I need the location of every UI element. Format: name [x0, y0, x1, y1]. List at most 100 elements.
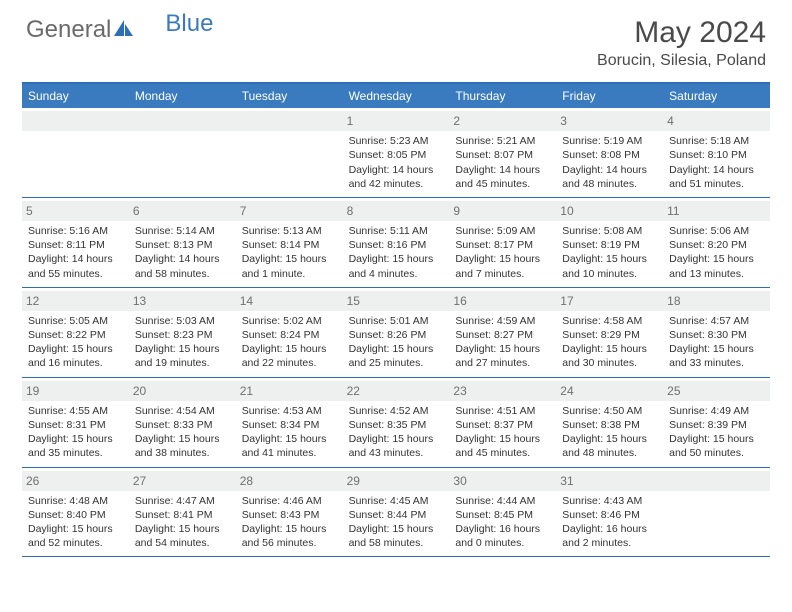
day-number: 10 [556, 201, 663, 221]
week-row: 19 Sunrise: 4:55 AMSunset: 8:31 PMDayligh… [22, 378, 770, 468]
dow-cell: Tuesday [236, 84, 343, 108]
day-info: Sunrise: 5:09 AMSunset: 8:17 PMDaylight:… [455, 224, 550, 281]
day-info: Sunrise: 5:16 AMSunset: 8:11 PMDaylight:… [28, 224, 123, 281]
day-number: 6 [129, 201, 236, 221]
day-number: 17 [556, 291, 663, 311]
dow-header-row: SundayMondayTuesdayWednesdayThursdayFrid… [22, 84, 770, 108]
day-number: 27 [129, 471, 236, 491]
day-number: 2 [449, 111, 556, 131]
day-info: Sunrise: 5:06 AMSunset: 8:20 PMDaylight:… [669, 224, 764, 281]
day-number: 24 [556, 381, 663, 401]
day-number: 19 [22, 381, 129, 401]
day-info: Sunrise: 5:13 AMSunset: 8:14 PMDaylight:… [242, 224, 337, 281]
day-info: Sunrise: 5:05 AMSunset: 8:22 PMDaylight:… [28, 314, 123, 371]
day-info: Sunrise: 4:44 AMSunset: 8:45 PMDaylight:… [455, 494, 550, 551]
day-cell: 22Sunrise: 4:52 AMSunset: 8:35 PMDayligh… [343, 378, 450, 467]
day-number: 28 [236, 471, 343, 491]
day-info: Sunrise: 5:19 AMSunset: 8:08 PMDaylight:… [562, 134, 657, 191]
logo: General Blue [26, 16, 213, 44]
day-cell: 25 Sunrise: 4:49 AMSunset: 8:39 PMDayligh… [663, 378, 770, 467]
day-number: 29 [343, 471, 450, 491]
dow-cell: Friday [556, 84, 663, 108]
month-title: May 2024 [597, 16, 766, 50]
day-number: 1 [343, 111, 450, 131]
day-info: Sunrise: 4:46 AMSunset: 8:43 PMDaylight:… [242, 494, 337, 551]
day-cell: 7Sunrise: 5:13 AMSunset: 8:14 PMDaylight… [236, 198, 343, 287]
day-number: 30 [449, 471, 556, 491]
logo-text-general: General [26, 16, 111, 44]
day-cell [663, 468, 770, 557]
day-number: 18 [663, 291, 770, 311]
day-info: Sunrise: 5:21 AMSunset: 8:07 PMDaylight:… [455, 134, 550, 191]
day-number: 26 [22, 471, 129, 491]
dow-cell: Sunday [22, 84, 129, 108]
header: General Blue May 2024 Borucin, Silesia, … [0, 0, 792, 76]
day-number: 9 [449, 201, 556, 221]
day-cell [236, 108, 343, 197]
day-cell: 24Sunrise: 4:50 AMSunset: 8:38 PMDayligh… [556, 378, 663, 467]
day-info: Sunrise: 5:08 AMSunset: 8:19 PMDaylight:… [562, 224, 657, 281]
day-info: Sunrise: 4:43 AMSunset: 8:46 PMDaylight:… [562, 494, 657, 551]
day-cell: 9 Sunrise: 5:09 AMSunset: 8:17 PMDaylight… [449, 198, 556, 287]
location-text: Borucin, Silesia, Poland [597, 52, 766, 70]
day-number: 16 [449, 291, 556, 311]
day-cell: 5 Sunrise: 5:16 AMSunset: 8:11 PMDaylight… [22, 198, 129, 287]
week-row: 12Sunrise: 5:05 AMSunset: 8:22 PMDayligh… [22, 288, 770, 378]
day-cell: 13Sunrise: 5:03 AMSunset: 8:23 PMDayligh… [129, 288, 236, 377]
day-cell: 31 Sunrise: 4:43 AMSunset: 8:46 PMDayligh… [556, 468, 663, 557]
day-number [663, 471, 770, 491]
day-cell: 12Sunrise: 5:05 AMSunset: 8:22 PMDayligh… [22, 288, 129, 377]
day-cell: 2 Sunrise: 5:21 AMSunset: 8:07 PMDaylight… [449, 108, 556, 197]
day-cell: 23 Sunrise: 4:51 AMSunset: 8:37 PMDayligh… [449, 378, 556, 467]
day-number: 4 [663, 111, 770, 131]
day-number [236, 111, 343, 131]
day-number [22, 111, 129, 131]
day-cell: 26Sunrise: 4:48 AMSunset: 8:40 PMDayligh… [22, 468, 129, 557]
dow-cell: Thursday [449, 84, 556, 108]
day-info: Sunrise: 4:55 AMSunset: 8:31 PMDaylight:… [28, 404, 123, 461]
day-info: Sunrise: 4:59 AMSunset: 8:27 PMDaylight:… [455, 314, 550, 371]
day-info: Sunrise: 4:54 AMSunset: 8:33 PMDaylight:… [135, 404, 230, 461]
day-number: 22 [343, 381, 450, 401]
day-cell: 16 Sunrise: 4:59 AMSunset: 8:27 PMDayligh… [449, 288, 556, 377]
dow-cell: Monday [129, 84, 236, 108]
day-number: 25 [663, 381, 770, 401]
day-cell: 15 Sunrise: 5:01 AMSunset: 8:26 PMDayligh… [343, 288, 450, 377]
day-number: 15 [343, 291, 450, 311]
day-info: Sunrise: 5:18 AMSunset: 8:10 PMDaylight:… [669, 134, 764, 191]
day-cell: 18 Sunrise: 4:57 AMSunset: 8:30 PMDayligh… [663, 288, 770, 377]
title-block: May 2024 Borucin, Silesia, Poland [597, 16, 766, 70]
week-row: 26Sunrise: 4:48 AMSunset: 8:40 PMDayligh… [22, 468, 770, 558]
calendar: SundayMondayTuesdayWednesdayThursdayFrid… [22, 82, 770, 557]
day-cell: 11Sunrise: 5:06 AMSunset: 8:20 PMDayligh… [663, 198, 770, 287]
day-info: Sunrise: 5:02 AMSunset: 8:24 PMDaylight:… [242, 314, 337, 371]
day-info: Sunrise: 5:14 AMSunset: 8:13 PMDaylight:… [135, 224, 230, 281]
day-cell: 3Sunrise: 5:19 AMSunset: 8:08 PMDaylight… [556, 108, 663, 197]
day-info: Sunrise: 4:58 AMSunset: 8:29 PMDaylight:… [562, 314, 657, 371]
day-info: Sunrise: 4:49 AMSunset: 8:39 PMDaylight:… [669, 404, 764, 461]
day-info: Sunrise: 5:11 AMSunset: 8:16 PMDaylight:… [349, 224, 444, 281]
day-cell [129, 108, 236, 197]
day-number: 21 [236, 381, 343, 401]
day-info: Sunrise: 5:01 AMSunset: 8:26 PMDaylight:… [349, 314, 444, 371]
day-info: Sunrise: 4:53 AMSunset: 8:34 PMDaylight:… [242, 404, 337, 461]
day-cell: 28 Sunrise: 4:46 AMSunset: 8:43 PMDayligh… [236, 468, 343, 557]
day-info: Sunrise: 4:57 AMSunset: 8:30 PMDaylight:… [669, 314, 764, 371]
day-number: 23 [449, 381, 556, 401]
day-cell: 30 Sunrise: 4:44 AMSunset: 8:45 PMDayligh… [449, 468, 556, 557]
day-number: 20 [129, 381, 236, 401]
day-number: 31 [556, 471, 663, 491]
day-cell: 21 Sunrise: 4:53 AMSunset: 8:34 PMDayligh… [236, 378, 343, 467]
day-info: Sunrise: 5:03 AMSunset: 8:23 PMDaylight:… [135, 314, 230, 371]
day-cell: 8Sunrise: 5:11 AMSunset: 8:16 PMDaylight… [343, 198, 450, 287]
day-info: Sunrise: 4:47 AMSunset: 8:41 PMDaylight:… [135, 494, 230, 551]
day-info: Sunrise: 4:51 AMSunset: 8:37 PMDaylight:… [455, 404, 550, 461]
day-cell: 4 Sunrise: 5:18 AMSunset: 8:10 PMDaylight… [663, 108, 770, 197]
day-number: 14 [236, 291, 343, 311]
day-cell: 19 Sunrise: 4:55 AMSunset: 8:31 PMDayligh… [22, 378, 129, 467]
day-number [129, 111, 236, 131]
day-cell: 14 Sunrise: 5:02 AMSunset: 8:24 PMDayligh… [236, 288, 343, 377]
day-number: 5 [22, 201, 129, 221]
logo-sail-icon [113, 18, 135, 43]
day-cell: 1Sunrise: 5:23 AMSunset: 8:05 PMDaylight… [343, 108, 450, 197]
